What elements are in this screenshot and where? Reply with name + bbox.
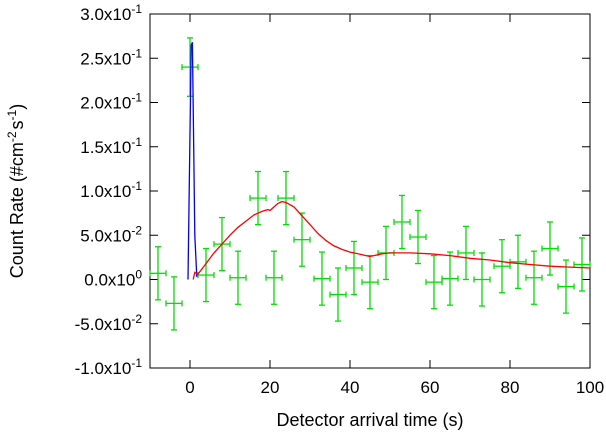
y-axis-title-sup1: -2 bbox=[5, 131, 19, 142]
y-axis-title-part3: ) bbox=[7, 104, 27, 110]
y-tick-label: 2.5x10-1 bbox=[80, 46, 142, 68]
y-ticks: 3.0x10-12.5x10-12.0x10-11.5x10-11.0x10-1… bbox=[75, 2, 590, 378]
y-tick-mantissa: -1.0x10 bbox=[75, 359, 132, 378]
y-tick-mantissa: 0.0x10 bbox=[84, 271, 135, 290]
y-tick-exponent: -2 bbox=[131, 223, 142, 237]
y-tick-label: 1.0x10-1 bbox=[80, 179, 142, 201]
data-point bbox=[425, 254, 443, 310]
data-point bbox=[329, 267, 347, 322]
data-point bbox=[277, 170, 295, 226]
data-point bbox=[149, 246, 167, 301]
y-tick-label: -1.0x10-1 bbox=[75, 356, 143, 378]
y-tick-label: 0.0x100 bbox=[84, 268, 142, 290]
data-point bbox=[313, 251, 331, 306]
y-tick-exponent: -1 bbox=[131, 46, 142, 60]
data-point bbox=[197, 247, 215, 303]
y-tick-mantissa: -5.0x10 bbox=[75, 315, 132, 334]
y-tick-mantissa: 5.0x10 bbox=[80, 226, 131, 245]
y-tick-exponent: -1 bbox=[131, 2, 142, 16]
plot-frame bbox=[149, 13, 591, 369]
x-ticks: 0 20 40 60 80 100 bbox=[185, 14, 604, 397]
y-tick-mantissa: 2.5x10 bbox=[80, 49, 131, 68]
data-point bbox=[345, 240, 363, 296]
data-point bbox=[293, 212, 311, 267]
y-tick-exponent: -1 bbox=[131, 91, 142, 105]
data-point bbox=[265, 250, 283, 305]
data-point bbox=[441, 251, 459, 306]
y-tick-exponent: -2 bbox=[131, 312, 142, 326]
y-tick-mantissa: 3.0x10 bbox=[80, 5, 131, 24]
y-tick-exponent: -1 bbox=[131, 356, 142, 370]
x-tick-label: 100 bbox=[576, 378, 604, 397]
data-point bbox=[249, 170, 267, 226]
x-tick-label: 20 bbox=[261, 378, 280, 397]
y-tick-mantissa: 1.5x10 bbox=[80, 138, 131, 157]
x-tick-label: 80 bbox=[501, 378, 520, 397]
y-tick-label: 1.5x10-1 bbox=[80, 135, 142, 157]
data-point bbox=[541, 221, 559, 276]
y-tick-exponent: 0 bbox=[135, 268, 142, 282]
data-point bbox=[493, 239, 511, 294]
data-point bbox=[165, 276, 183, 331]
y-axis-title-part1: Count Rate (#cm bbox=[7, 142, 27, 278]
model-curve bbox=[187, 42, 198, 280]
data-point bbox=[229, 250, 247, 305]
y-axis-title: Count Rate (#cm-2 s-1) bbox=[5, 104, 27, 278]
data-point bbox=[457, 225, 475, 281]
y-tick-label: -5.0x10-2 bbox=[75, 312, 143, 334]
data-point bbox=[473, 252, 491, 307]
data-point bbox=[525, 250, 543, 305]
y-tick-label: 2.0x10-1 bbox=[80, 91, 142, 113]
y-tick-label: 5.0x10-2 bbox=[80, 223, 142, 245]
x-tick-label: 60 bbox=[421, 378, 440, 397]
y-tick-label: 3.0x10-1 bbox=[80, 2, 142, 24]
y-tick-mantissa: 1.0x10 bbox=[80, 182, 131, 201]
y-tick-exponent: -1 bbox=[131, 179, 142, 193]
data-point bbox=[361, 254, 379, 310]
series-layer bbox=[149, 37, 591, 331]
data-point bbox=[573, 237, 591, 292]
y-axis-title-sup2: -1 bbox=[5, 109, 19, 120]
y-axis-title-part2: s bbox=[7, 120, 27, 129]
data-point bbox=[557, 259, 575, 314]
data-point bbox=[393, 194, 411, 250]
x-axis-title: Detector arrival time (s) bbox=[276, 410, 463, 430]
x-tick-label: 40 bbox=[341, 378, 360, 397]
model-curve bbox=[192, 200, 591, 280]
data-point bbox=[409, 209, 427, 265]
y-tick-mantissa: 2.0x10 bbox=[80, 94, 131, 113]
x-tick-label: 0 bbox=[185, 378, 194, 397]
y-tick-exponent: -1 bbox=[131, 135, 142, 149]
data-point bbox=[509, 234, 527, 290]
